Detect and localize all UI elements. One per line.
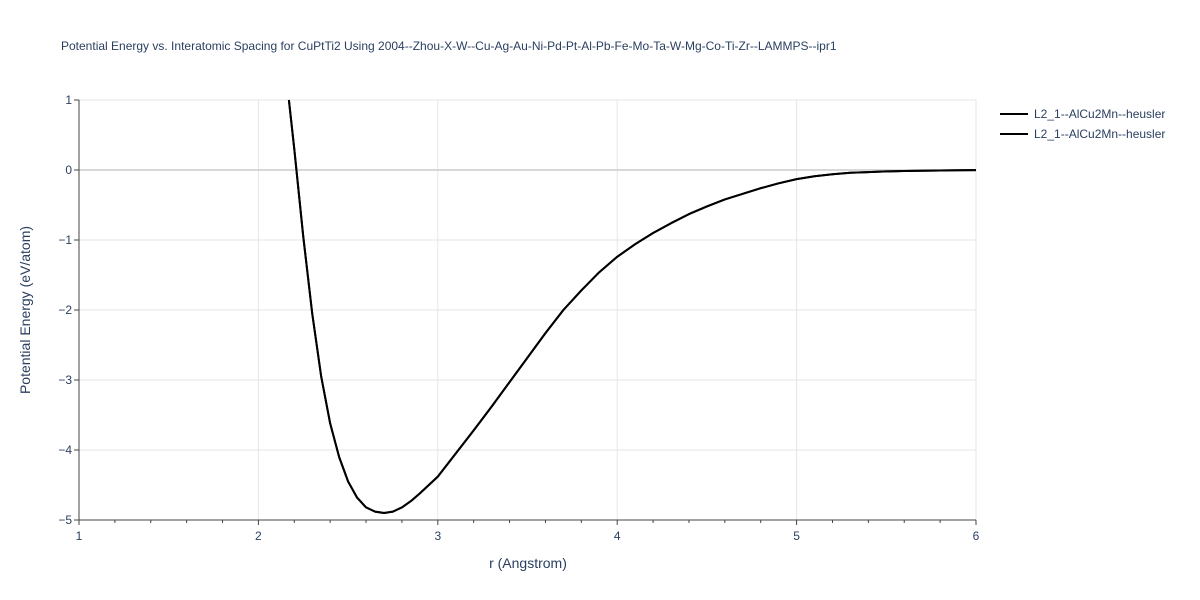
y-tick-label: 0	[65, 163, 72, 177]
legend-item-1[interactable]: L2_1--AlCu2Mn--heusler	[1000, 107, 1165, 121]
y-axis-ticks: 1 0 −1 −2 −3 −4 −5	[58, 93, 79, 527]
x-axis-title: r (Angstrom)	[489, 555, 567, 571]
x-tick-label: 3	[434, 529, 441, 543]
x-tick-label: 1	[76, 529, 83, 543]
y-tick-label: −2	[58, 303, 72, 317]
y-tick-label: 1	[65, 93, 72, 107]
x-tick-label: 2	[255, 529, 262, 543]
legend-item-2[interactable]: L2_1--AlCu2Mn--heusler	[1000, 127, 1165, 141]
x-tick-label: 5	[793, 529, 800, 543]
grid-lines	[79, 99, 977, 520]
legend: L2_1--AlCu2Mn--heusler L2_1--AlCu2Mn--heu…	[1000, 107, 1165, 141]
series-lines	[287, 99, 977, 514]
legend-label: L2_1--AlCu2Mn--heusler	[1034, 107, 1165, 121]
series-line-2	[287, 99, 977, 514]
x-tick-label: 4	[614, 529, 621, 543]
legend-label: L2_1--AlCu2Mn--heusler	[1034, 127, 1165, 141]
y-tick-label: −5	[58, 513, 72, 527]
y-tick-label: −3	[58, 373, 72, 387]
x-axis-ticks: 1 2 3 4 5 6	[76, 520, 980, 543]
y-axis-title: Potential Energy (eV/atom)	[17, 226, 33, 394]
y-tick-label: −1	[58, 233, 72, 247]
y-tick-label: −4	[58, 443, 72, 457]
series-line-1	[287, 99, 977, 514]
chart-title: Potential Energy vs. Interatomic Spacing…	[61, 39, 837, 53]
x-tick-label: 6	[973, 529, 980, 543]
